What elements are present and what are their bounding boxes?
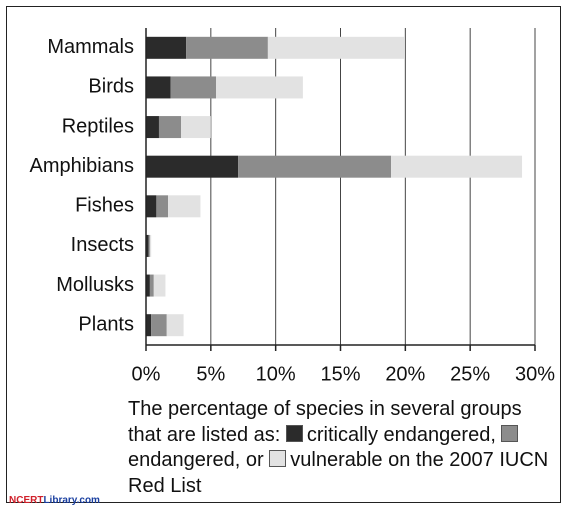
- frame: [6, 6, 561, 503]
- bar-segment: [186, 36, 268, 59]
- bar-segment: [146, 36, 187, 59]
- bar-segment: [156, 195, 169, 218]
- bar-segment: [158, 116, 182, 139]
- y-tick-label: Fishes: [75, 195, 134, 217]
- legend-swatch: [269, 450, 287, 467]
- legend-swatch: [285, 424, 303, 442]
- bar-segment: [238, 155, 392, 178]
- y-tick-label: Reptiles: [62, 115, 134, 137]
- bar-segment: [148, 234, 150, 257]
- y-tick-label: Mammals: [47, 36, 134, 58]
- legend-label: vulnerable: [290, 449, 383, 471]
- bar-segment: [146, 76, 171, 99]
- bar-segment: [149, 234, 152, 257]
- legend-swatch: [501, 424, 519, 442]
- x-tick-label: 30%: [515, 363, 555, 385]
- bar-segment: [181, 116, 211, 139]
- bar-segment: [153, 274, 166, 297]
- watermark-text: Library.com: [43, 495, 100, 506]
- bar-segment: [146, 116, 159, 139]
- caption-text: on the 2007 IUCN Red List: [128, 449, 549, 497]
- watermark: NCERTLibrary.com: [9, 495, 100, 506]
- bar-segment: [170, 76, 217, 99]
- y-tick-label: Plants: [78, 313, 134, 335]
- x-tick-label: 20%: [385, 363, 425, 385]
- caption-text: , or: [234, 449, 264, 471]
- bar-segment: [146, 234, 149, 257]
- y-tick-label: Insects: [71, 234, 134, 256]
- bar-segment: [149, 274, 154, 297]
- x-tick-label: 10%: [256, 363, 296, 385]
- bar-segment: [166, 314, 184, 337]
- caption-text: ,: [490, 423, 496, 446]
- watermark-text: NCERT: [9, 495, 44, 506]
- x-tick-label: 5%: [196, 363, 225, 385]
- bar-segment: [391, 155, 523, 178]
- x-tick-label: 15%: [320, 363, 360, 385]
- x-tick-label: 0%: [132, 363, 161, 385]
- x-tick-label: 25%: [450, 363, 490, 385]
- legend-label: critically endangered: [306, 423, 491, 446]
- y-tick-label: Birds: [88, 76, 134, 98]
- bar-segment: [216, 76, 303, 99]
- bar-segment: [146, 314, 152, 337]
- y-tick-label: Amphibians: [29, 155, 134, 177]
- bar-segment: [151, 314, 167, 337]
- caption: The percentage of species in several gro…: [128, 397, 558, 499]
- bar-segment: [146, 274, 150, 297]
- bar-segment: [146, 155, 239, 178]
- bar-segment: [267, 36, 405, 59]
- y-tick-label: Mollusks: [56, 274, 134, 296]
- bar-segment: [168, 195, 201, 218]
- caption-text: The percentage of species in several gro…: [128, 398, 522, 446]
- legend-label: endangered: [128, 449, 235, 471]
- bar-segment: [146, 195, 157, 218]
